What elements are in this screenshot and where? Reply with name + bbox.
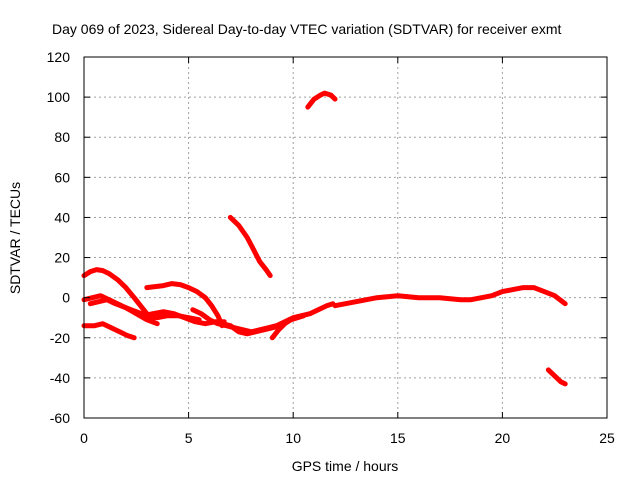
series-arc-11 bbox=[305, 90, 338, 110]
series-arc-3 bbox=[81, 321, 137, 341]
y-axis-label: SDTVAR / TECUs bbox=[7, 182, 23, 294]
axis-ticks bbox=[83, 56, 608, 419]
y-tick-label: 20 bbox=[54, 250, 70, 266]
y-tick-label: 100 bbox=[47, 89, 71, 105]
x-tick-label: 10 bbox=[285, 430, 301, 446]
x-tick-label: 15 bbox=[390, 430, 406, 446]
grid bbox=[84, 57, 607, 418]
series-arc-9 bbox=[269, 313, 307, 341]
series-arc-13 bbox=[545, 367, 568, 387]
plot-frame bbox=[83, 56, 608, 419]
y-tick-label: -40 bbox=[50, 370, 70, 386]
y-tick-label: 120 bbox=[47, 49, 71, 65]
x-tick-label: 25 bbox=[599, 430, 615, 446]
y-tick-label: 40 bbox=[54, 209, 70, 225]
x-tick-label: 5 bbox=[185, 430, 193, 446]
series-arc-1 bbox=[81, 267, 156, 323]
series-arc-10 bbox=[227, 214, 273, 279]
x-tick-labels: 0 5 10 15 20 25 bbox=[80, 430, 615, 446]
chart-title: Day 069 of 2023, Sidereal Day-to-day VTE… bbox=[52, 21, 561, 37]
x-tick-label: 0 bbox=[80, 430, 88, 446]
y-tick-label: -60 bbox=[50, 410, 70, 426]
series-group bbox=[81, 90, 568, 387]
x-axis-label: GPS time / hours bbox=[292, 458, 399, 474]
y-tick-label: 80 bbox=[54, 129, 70, 145]
series-arc-5 bbox=[144, 281, 225, 329]
y-tick-label: 0 bbox=[62, 290, 70, 306]
series-arc-12 bbox=[332, 285, 568, 309]
series-arc-8 bbox=[219, 321, 284, 337]
y-tick-labels: -60 -40 -20 0 20 40 60 80 100 120 bbox=[47, 49, 71, 426]
y-tick-label: -20 bbox=[50, 330, 70, 346]
x-tick-label: 20 bbox=[495, 430, 511, 446]
y-tick-label: 60 bbox=[54, 169, 70, 185]
